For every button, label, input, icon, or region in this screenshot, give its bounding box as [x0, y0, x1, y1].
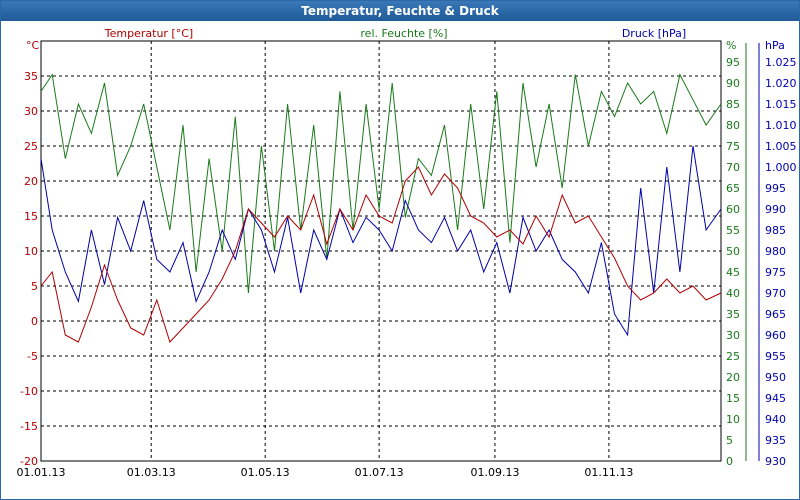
y-tick-label-humidity: 10 — [726, 413, 740, 426]
y-tick-label-temperature: -10 — [20, 385, 38, 398]
y-tick-label-humidity: 70 — [726, 161, 740, 174]
y-axis-unit-humidity: % — [726, 39, 736, 52]
y-tick-label-temperature: -5 — [27, 350, 38, 363]
y-tick-label-humidity: 20 — [726, 371, 740, 384]
y-tick-label-pressure: 985 — [765, 224, 786, 237]
y-tick-label-temperature: -15 — [20, 420, 38, 433]
y-tick-label-pressure: 990 — [765, 203, 786, 216]
y-tick-label-pressure: 1.000 — [765, 161, 797, 174]
y-tick-label-humidity: 35 — [726, 308, 740, 321]
axis-title-temperature: Temperatur [°C] — [104, 27, 193, 40]
y-tick-label-pressure: 1.020 — [765, 77, 797, 90]
y-tick-label-temperature: 10 — [24, 245, 38, 258]
y-tick-label-pressure: 940 — [765, 413, 786, 426]
y-tick-label-pressure: 980 — [765, 245, 786, 258]
series-line-pressure — [40, 145, 722, 337]
x-tick-label: 01.11.13 — [584, 466, 633, 479]
axis-title-pressure: Druck [hPa] — [622, 27, 686, 40]
y-tick-label-pressure: 965 — [765, 308, 786, 321]
grid-lines — [40, 40, 722, 462]
y-tick-label-pressure: 1.015 — [765, 98, 797, 111]
y-tick-label-pressure: 945 — [765, 392, 786, 405]
x-tick-label: 01.03.13 — [127, 466, 176, 479]
y-tick-label-humidity: 40 — [726, 287, 740, 300]
y-axis-unit-temperature: °C — [26, 39, 40, 52]
x-tick-label: 01.01.13 — [17, 466, 66, 479]
y-tick-label-humidity: 60 — [726, 203, 740, 216]
y-tick-label-temperature: 30 — [24, 105, 38, 118]
y-tick-label-humidity: 15 — [726, 392, 740, 405]
y-tick-label-pressure: 960 — [765, 329, 786, 342]
y-tick-label-temperature: 0 — [31, 315, 38, 328]
y-tick-label-pressure: 1.025 — [765, 56, 797, 69]
y-tick-label-humidity: 55 — [726, 224, 740, 237]
y-tick-label-humidity: 30 — [726, 329, 740, 342]
y-tick-label-temperature: 25 — [24, 140, 38, 153]
y-axis-unit-pressure: hPa — [765, 39, 785, 52]
y-tick-label-humidity: 5 — [726, 434, 733, 447]
series-line-humidity — [40, 73, 722, 294]
y-tick-label-pressure: 950 — [765, 371, 786, 384]
y-tick-label-temperature: 20 — [24, 175, 38, 188]
y-tick-label-temperature: -20 — [20, 455, 38, 468]
y-tick-label-humidity: 25 — [726, 350, 740, 363]
y-tick-label-humidity: 50 — [726, 245, 740, 258]
y-tick-label-pressure: 995 — [765, 182, 786, 195]
y-tick-label-humidity: 0 — [726, 455, 733, 468]
y-tick-label-humidity: 95 — [726, 56, 740, 69]
y-tick-label-pressure: 1.005 — [765, 140, 797, 153]
y-tick-label-pressure: 930 — [765, 455, 786, 468]
y-tick-label-humidity: 90 — [726, 77, 740, 90]
x-tick-label: 01.09.13 — [470, 466, 519, 479]
y-tick-label-temperature: 35 — [24, 70, 38, 83]
y-tick-label-pressure: 1.010 — [765, 119, 797, 132]
y-tick-label-humidity: 80 — [726, 119, 740, 132]
y-tick-label-temperature: 15 — [24, 210, 38, 223]
axes-layer: 35302520151050-5-10-15-20°C9590858075706… — [17, 27, 797, 479]
x-tick-label: 01.05.13 — [241, 466, 290, 479]
axis-title-humidity: rel. Feuchte [%] — [360, 27, 447, 40]
y-tick-label-pressure: 975 — [765, 266, 786, 279]
series-line-temperature — [40, 166, 722, 343]
y-tick-label-pressure: 935 — [765, 434, 786, 447]
chart-canvas: 35302520151050-5-10-15-20°C9590858075706… — [17, 27, 797, 479]
y-tick-label-humidity: 45 — [726, 266, 740, 279]
window-title: Temperatur, Feuchte & Druck — [1, 1, 799, 21]
y-tick-label-pressure: 955 — [765, 350, 786, 363]
series-layer — [40, 73, 722, 343]
y-tick-label-humidity: 75 — [726, 140, 740, 153]
y-tick-label-humidity: 85 — [726, 98, 740, 111]
y-tick-label-pressure: 970 — [765, 287, 786, 300]
x-tick-label: 01.07.13 — [355, 466, 404, 479]
y-tick-label-temperature: 5 — [31, 280, 38, 293]
y-tick-label-humidity: 65 — [726, 182, 740, 195]
